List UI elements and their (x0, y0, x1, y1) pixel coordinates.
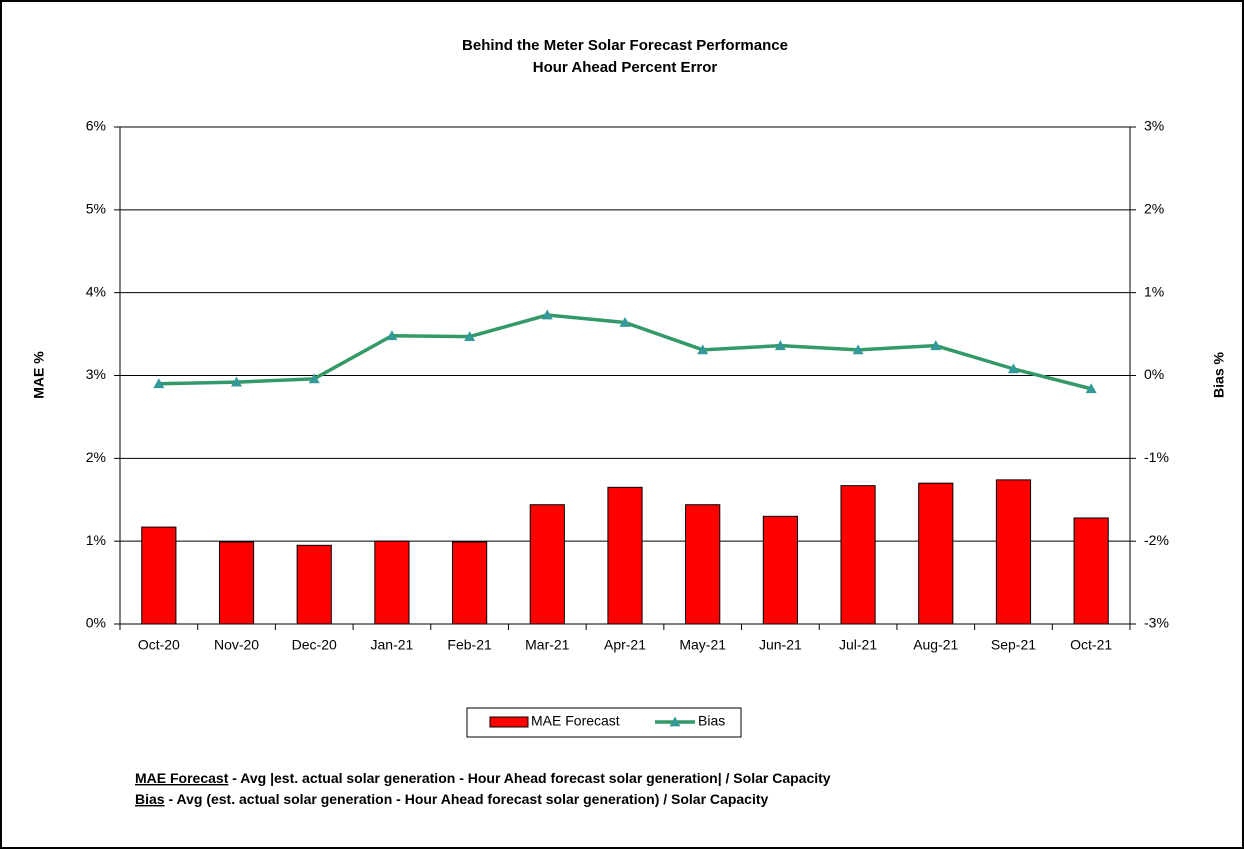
marker (774, 340, 786, 351)
y2-tick-label: -2% (1144, 532, 1169, 548)
x-tick-label: Jul-21 (839, 637, 877, 653)
bar (840, 485, 876, 625)
marker (231, 376, 243, 387)
y2-tick-label: 0% (1144, 366, 1164, 382)
marker (697, 344, 709, 355)
bar (296, 544, 332, 625)
x-tick-label: Jan-21 (371, 637, 414, 653)
bar (374, 540, 410, 625)
y2-tick-label: 3% (1144, 118, 1164, 134)
legend-marker (669, 716, 681, 727)
marker (464, 331, 476, 341)
footnote: Bias - Avg (est. actual solar generation… (135, 791, 768, 807)
legend-label: Bias (698, 713, 725, 729)
y2-tick-label: 2% (1144, 201, 1164, 217)
bar (685, 504, 721, 625)
footnote-text: - Avg |est. actual solar generation - Ho… (228, 770, 830, 786)
marker (930, 340, 942, 351)
bar (218, 541, 255, 625)
y-tick-label: 4% (86, 283, 106, 299)
y2-tick-label: -3% (1144, 615, 1169, 631)
chart-title: Behind the Meter Solar Forecast Performa… (462, 37, 788, 54)
bar (995, 479, 1032, 625)
chart-subtitle: Hour Ahead Percent Error (533, 59, 718, 76)
y2-tick-label: -1% (1144, 449, 1169, 465)
y-tick-label: 6% (86, 118, 106, 134)
bar (918, 482, 954, 625)
footnote: MAE Forecast - Avg |est. actual solar ge… (135, 770, 831, 786)
marker (619, 316, 631, 327)
x-tick-label: Feb-21 (447, 637, 492, 653)
y-tick-label: 5% (86, 201, 106, 217)
footnote-text: - Avg (est. actual solar generation - Ho… (165, 791, 769, 807)
footnote-term: MAE Forecast (135, 770, 229, 786)
y-tick-label: 0% (86, 615, 106, 631)
x-tick-label: Mar-21 (525, 637, 570, 653)
bar (1073, 517, 1109, 625)
bar (141, 526, 177, 625)
y-axis-label: MAE % (31, 351, 47, 399)
marker (541, 309, 553, 320)
bar (452, 541, 488, 625)
x-tick-label: Nov-20 (214, 637, 259, 653)
bar (529, 504, 565, 625)
y-tick-label: 3% (86, 366, 106, 382)
footnote-term: Bias (135, 791, 165, 807)
marker (386, 330, 398, 341)
marker (308, 373, 320, 384)
marker (852, 344, 864, 355)
x-tick-label: Sep-21 (991, 637, 1036, 653)
y-tick-label: 1% (86, 532, 106, 548)
x-tick-label: Oct-21 (1070, 637, 1112, 653)
y2-axis-label: Bias % (1211, 351, 1227, 397)
bar (762, 515, 798, 625)
x-tick-label: Dec-20 (292, 637, 337, 653)
y2-tick-label: 1% (1144, 283, 1164, 299)
marker (1085, 383, 1097, 394)
x-tick-label: Aug-21 (913, 637, 958, 653)
bar (607, 486, 643, 625)
marker (1007, 363, 1019, 374)
marker (153, 378, 165, 389)
legend-label: MAE Forecast (531, 713, 620, 729)
legend-swatch (489, 716, 529, 728)
x-tick-label: Jun-21 (759, 637, 802, 653)
x-tick-label: May-21 (679, 637, 726, 653)
x-tick-label: Oct-20 (138, 637, 180, 653)
x-tick-label: Apr-21 (604, 637, 646, 653)
y-tick-label: 2% (86, 449, 106, 465)
